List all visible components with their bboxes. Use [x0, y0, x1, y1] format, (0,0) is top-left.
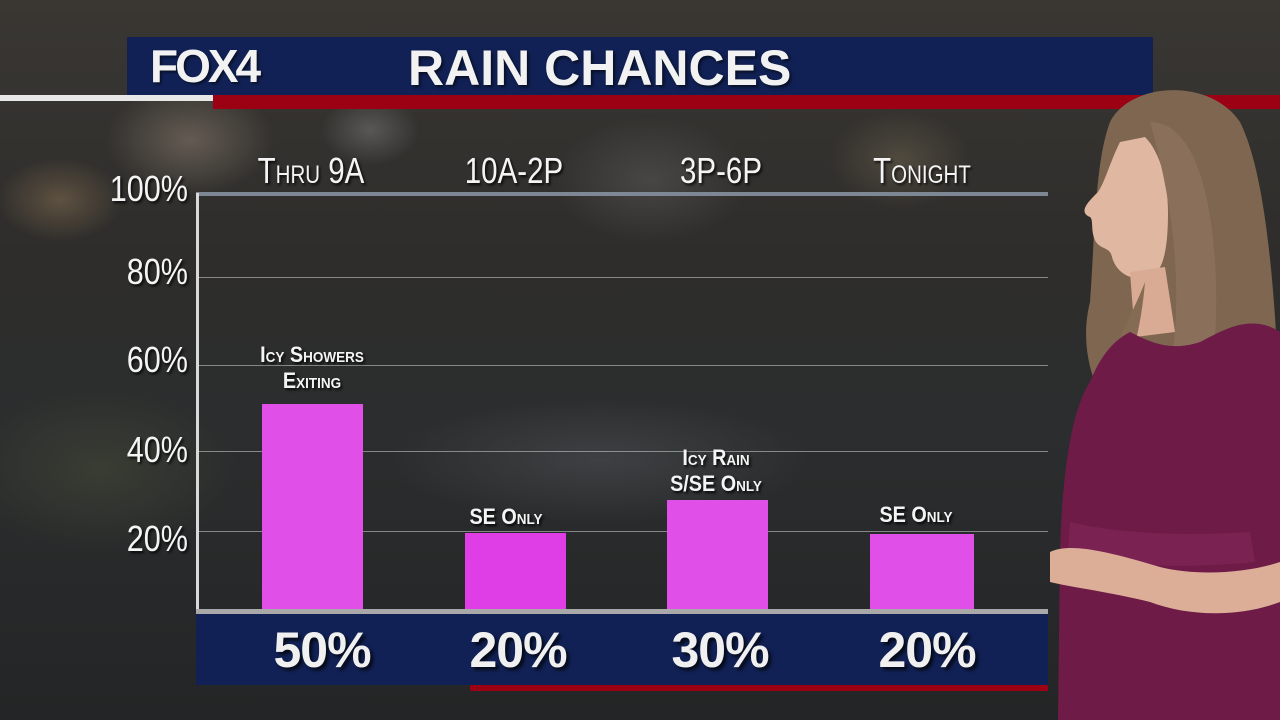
gridline-40	[199, 451, 1048, 452]
header-red-stripe	[213, 95, 1280, 109]
value-band-red-stripe	[470, 685, 1048, 691]
chart-top-line	[196, 192, 1048, 196]
annotation-line: Icy Rain	[682, 445, 750, 470]
value-label: 50%	[273, 622, 371, 678]
annotation-line: S/SE Only	[670, 471, 762, 496]
category-label: 10A-2P	[464, 150, 564, 191]
value-label: 20%	[878, 622, 976, 678]
bar-tonight	[870, 534, 974, 610]
gridline-60	[199, 365, 1048, 366]
header-bar	[127, 37, 1153, 95]
x-axis-baseline	[196, 609, 1048, 614]
bar-3p-6p	[667, 500, 768, 610]
value-band	[196, 614, 1048, 685]
annotation-line: Exiting	[282, 368, 342, 393]
category-label: Thru 9A	[257, 150, 365, 191]
y-tick-label: 80%	[126, 251, 188, 292]
fox4-logo: FOX4	[150, 40, 261, 92]
page-title: RAIN CHANCES	[408, 40, 792, 96]
value-label: 30%	[671, 622, 769, 678]
y-tick-label: 20%	[126, 518, 188, 559]
category-label: 3P-6P	[679, 150, 763, 191]
bar-annotation: SE Only	[407, 504, 605, 530]
bar-annotation: Icy Rain S/SE Only	[617, 445, 815, 497]
gridline-80	[199, 277, 1048, 278]
y-tick-label: 100%	[109, 168, 188, 209]
annotation-line: Icy Showers	[260, 342, 364, 367]
header-white-stripe	[0, 95, 213, 101]
bar-thru-9a	[262, 404, 363, 610]
bar-annotation: Icy Showers Exiting	[213, 342, 411, 394]
presenter-figure	[1050, 90, 1280, 720]
annotation-line: SE Only	[879, 502, 953, 527]
value-label: 20%	[469, 622, 567, 678]
gridline-20	[199, 531, 1048, 532]
annotation-line: SE Only	[469, 504, 543, 529]
y-tick-label: 40%	[126, 429, 188, 470]
y-axis	[196, 193, 199, 611]
category-label: Tonight	[873, 150, 971, 191]
bar-10a-2p	[465, 533, 566, 610]
bar-annotation: SE Only	[817, 502, 1015, 528]
y-tick-label: 60%	[126, 339, 188, 380]
